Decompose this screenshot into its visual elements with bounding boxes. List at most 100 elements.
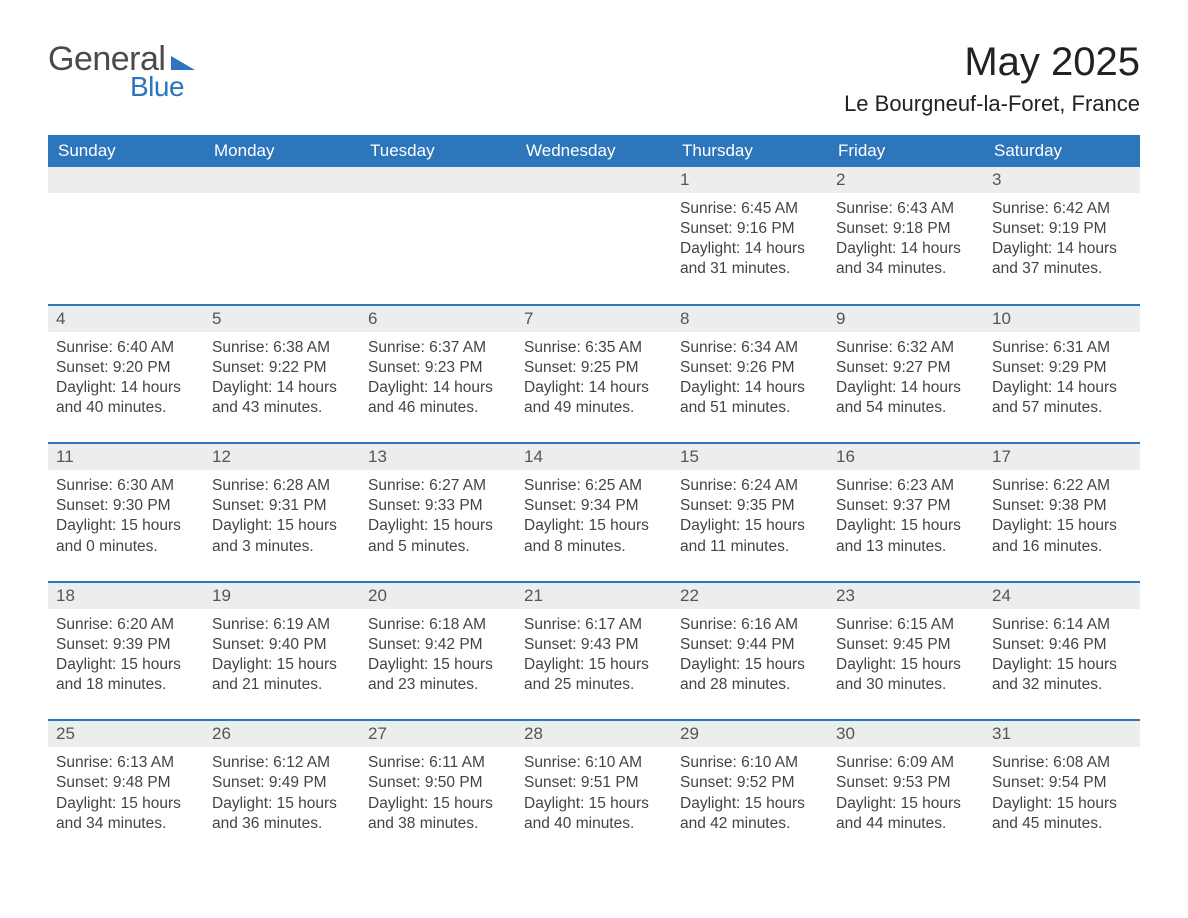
day-body: Sunrise: 6:18 AMSunset: 9:42 PMDaylight:… <box>360 609 516 720</box>
day-number: 1 <box>672 167 828 193</box>
daylight-text-2: and 11 minutes. <box>680 537 820 557</box>
sunset-text: Sunset: 9:25 PM <box>524 358 664 378</box>
sunset-text: Sunset: 9:46 PM <box>992 635 1132 655</box>
day-cell: 10Sunrise: 6:31 AMSunset: 9:29 PMDayligh… <box>984 304 1140 443</box>
weekday-header: Saturday <box>984 135 1140 167</box>
daylight-text-1: Daylight: 15 hours <box>836 516 976 536</box>
day-cell: 12Sunrise: 6:28 AMSunset: 9:31 PMDayligh… <box>204 442 360 581</box>
day-cell: 25Sunrise: 6:13 AMSunset: 9:48 PMDayligh… <box>48 719 204 858</box>
day-cell: 2Sunrise: 6:43 AMSunset: 9:18 PMDaylight… <box>828 167 984 304</box>
daylight-text-1: Daylight: 15 hours <box>524 794 664 814</box>
daylight-text-2: and 16 minutes. <box>992 537 1132 557</box>
daylight-text-1: Daylight: 15 hours <box>680 516 820 536</box>
sunset-text: Sunset: 9:20 PM <box>56 358 196 378</box>
daylight-text-2: and 13 minutes. <box>836 537 976 557</box>
day-cell: 26Sunrise: 6:12 AMSunset: 9:49 PMDayligh… <box>204 719 360 858</box>
daylight-text-2: and 32 minutes. <box>992 675 1132 695</box>
day-body: Sunrise: 6:10 AMSunset: 9:51 PMDaylight:… <box>516 747 672 858</box>
daylight-text-1: Daylight: 15 hours <box>524 655 664 675</box>
day-cell <box>516 167 672 304</box>
sunrise-text: Sunrise: 6:40 AM <box>56 338 196 358</box>
day-body: Sunrise: 6:31 AMSunset: 9:29 PMDaylight:… <box>984 332 1140 443</box>
sunset-text: Sunset: 9:48 PM <box>56 773 196 793</box>
daylight-text-2: and 0 minutes. <box>56 537 196 557</box>
sunrise-text: Sunrise: 6:16 AM <box>680 615 820 635</box>
day-cell: 28Sunrise: 6:10 AMSunset: 9:51 PMDayligh… <box>516 719 672 858</box>
sunset-text: Sunset: 9:54 PM <box>992 773 1132 793</box>
day-cell <box>48 167 204 304</box>
day-number: 18 <box>48 581 204 609</box>
day-number: 24 <box>984 581 1140 609</box>
day-cell: 30Sunrise: 6:09 AMSunset: 9:53 PMDayligh… <box>828 719 984 858</box>
day-body: Sunrise: 6:17 AMSunset: 9:43 PMDaylight:… <box>516 609 672 720</box>
daylight-text-1: Daylight: 15 hours <box>56 516 196 536</box>
day-body: Sunrise: 6:23 AMSunset: 9:37 PMDaylight:… <box>828 470 984 581</box>
day-number: 10 <box>984 304 1140 332</box>
daylight-text-2: and 42 minutes. <box>680 814 820 834</box>
daylight-text-2: and 51 minutes. <box>680 398 820 418</box>
daylight-text-1: Daylight: 14 hours <box>836 378 976 398</box>
sunrise-text: Sunrise: 6:20 AM <box>56 615 196 635</box>
day-body: Sunrise: 6:38 AMSunset: 9:22 PMDaylight:… <box>204 332 360 443</box>
daylight-text-1: Daylight: 15 hours <box>56 655 196 675</box>
daylight-text-1: Daylight: 15 hours <box>524 516 664 536</box>
daylight-text-2: and 23 minutes. <box>368 675 508 695</box>
day-number: 15 <box>672 442 828 470</box>
daylight-text-1: Daylight: 15 hours <box>212 794 352 814</box>
day-body: Sunrise: 6:43 AMSunset: 9:18 PMDaylight:… <box>828 193 984 304</box>
daylight-text-1: Daylight: 15 hours <box>368 655 508 675</box>
sunrise-text: Sunrise: 6:38 AM <box>212 338 352 358</box>
daylight-text-2: and 46 minutes. <box>368 398 508 418</box>
daylight-text-2: and 34 minutes. <box>56 814 196 834</box>
day-body <box>360 193 516 223</box>
day-cell: 8Sunrise: 6:34 AMSunset: 9:26 PMDaylight… <box>672 304 828 443</box>
sunrise-text: Sunrise: 6:30 AM <box>56 476 196 496</box>
day-cell: 27Sunrise: 6:11 AMSunset: 9:50 PMDayligh… <box>360 719 516 858</box>
daylight-text-1: Daylight: 15 hours <box>992 655 1132 675</box>
daylight-text-2: and 25 minutes. <box>524 675 664 695</box>
day-cell <box>204 167 360 304</box>
sunset-text: Sunset: 9:27 PM <box>836 358 976 378</box>
daylight-text-2: and 38 minutes. <box>368 814 508 834</box>
week-row: 1Sunrise: 6:45 AMSunset: 9:16 PMDaylight… <box>48 167 1140 304</box>
daylight-text-2: and 43 minutes. <box>212 398 352 418</box>
daylight-text-2: and 21 minutes. <box>212 675 352 695</box>
day-body: Sunrise: 6:11 AMSunset: 9:50 PMDaylight:… <box>360 747 516 858</box>
daylight-text-1: Daylight: 14 hours <box>524 378 664 398</box>
day-number: 27 <box>360 719 516 747</box>
sunrise-text: Sunrise: 6:32 AM <box>836 338 976 358</box>
day-body: Sunrise: 6:22 AMSunset: 9:38 PMDaylight:… <box>984 470 1140 581</box>
sunrise-text: Sunrise: 6:24 AM <box>680 476 820 496</box>
day-body: Sunrise: 6:16 AMSunset: 9:44 PMDaylight:… <box>672 609 828 720</box>
sunset-text: Sunset: 9:34 PM <box>524 496 664 516</box>
day-number: 25 <box>48 719 204 747</box>
day-cell: 14Sunrise: 6:25 AMSunset: 9:34 PMDayligh… <box>516 442 672 581</box>
day-body: Sunrise: 6:13 AMSunset: 9:48 PMDaylight:… <box>48 747 204 858</box>
day-cell: 23Sunrise: 6:15 AMSunset: 9:45 PMDayligh… <box>828 581 984 720</box>
weeks-container: 1Sunrise: 6:45 AMSunset: 9:16 PMDaylight… <box>48 167 1140 858</box>
day-number: 26 <box>204 719 360 747</box>
day-number: 20 <box>360 581 516 609</box>
daylight-text-1: Daylight: 14 hours <box>992 378 1132 398</box>
day-cell <box>360 167 516 304</box>
day-number: 29 <box>672 719 828 747</box>
sunset-text: Sunset: 9:45 PM <box>836 635 976 655</box>
weekday-header: Monday <box>204 135 360 167</box>
sunrise-text: Sunrise: 6:37 AM <box>368 338 508 358</box>
day-body: Sunrise: 6:20 AMSunset: 9:39 PMDaylight:… <box>48 609 204 720</box>
sunrise-text: Sunrise: 6:34 AM <box>680 338 820 358</box>
sunset-text: Sunset: 9:31 PM <box>212 496 352 516</box>
day-number: 21 <box>516 581 672 609</box>
sunset-text: Sunset: 9:49 PM <box>212 773 352 793</box>
sunrise-text: Sunrise: 6:35 AM <box>524 338 664 358</box>
day-cell: 13Sunrise: 6:27 AMSunset: 9:33 PMDayligh… <box>360 442 516 581</box>
daylight-text-2: and 34 minutes. <box>836 259 976 279</box>
logo-triangle-icon <box>171 56 195 70</box>
day-cell: 20Sunrise: 6:18 AMSunset: 9:42 PMDayligh… <box>360 581 516 720</box>
sunset-text: Sunset: 9:53 PM <box>836 773 976 793</box>
sunset-text: Sunset: 9:52 PM <box>680 773 820 793</box>
sunset-text: Sunset: 9:22 PM <box>212 358 352 378</box>
daylight-text-2: and 49 minutes. <box>524 398 664 418</box>
day-cell: 15Sunrise: 6:24 AMSunset: 9:35 PMDayligh… <box>672 442 828 581</box>
daylight-text-2: and 8 minutes. <box>524 537 664 557</box>
